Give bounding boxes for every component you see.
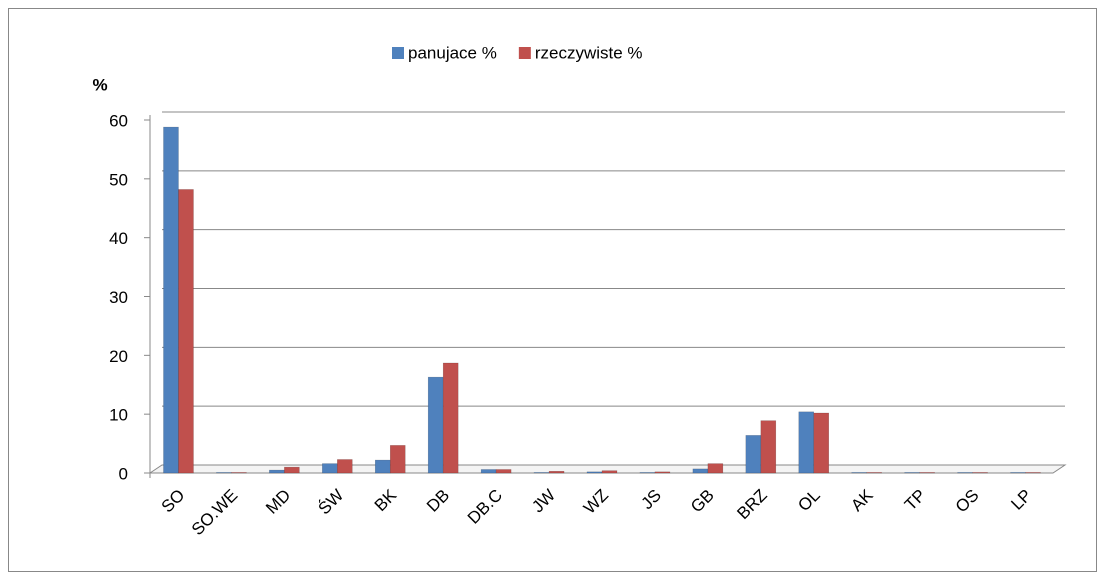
bar [1025,472,1041,474]
bar [284,466,300,474]
bar [374,459,391,474]
y-tick-label: 10 [109,406,128,425]
bar [163,126,179,474]
bar [178,189,194,474]
bar [389,445,406,474]
y-tick-label: 50 [109,170,128,189]
bar [231,472,247,474]
bar [813,412,830,474]
y-tick-label: 40 [109,229,128,248]
bar [919,472,935,474]
bar [586,471,603,474]
y-tick-label: 0 [119,464,128,483]
bar [337,459,353,474]
bar [322,463,338,474]
y-tick-label: 20 [109,347,128,366]
bar [798,411,815,474]
bar [533,472,550,474]
y-tick-label: 30 [109,288,128,307]
bar [601,470,618,474]
bar [866,472,882,474]
legend-swatch [518,47,531,59]
bar [427,376,444,474]
bar [216,472,232,474]
bar [904,472,920,474]
bar [692,468,709,474]
bar [442,362,459,474]
bar [1010,472,1026,474]
legend-swatch [392,47,404,59]
bar [639,472,656,474]
bar [548,470,565,474]
legend-label: panujace % [408,43,497,62]
bar [480,469,497,474]
bar [957,472,973,474]
y-tick-label: 60 [109,111,128,130]
bar [851,472,867,474]
legend-label: rzeczywiste % [535,43,643,62]
bar [745,435,762,474]
bar [972,472,988,474]
bar [760,420,777,474]
bar [707,463,724,474]
bar [654,471,671,474]
bar [495,469,512,474]
bar [269,469,285,474]
y-axis-label: % [92,75,107,94]
